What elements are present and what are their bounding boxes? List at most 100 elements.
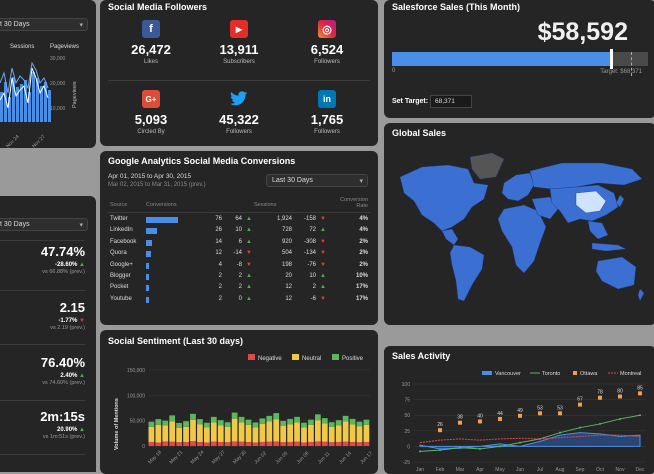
row-sessions: 504 [281, 250, 292, 257]
sentiment-bar-negative [210, 441, 217, 446]
map-greenland [469, 152, 505, 180]
sentiment-bar-neutral [148, 426, 155, 442]
sentiment-bar-negative [224, 442, 231, 446]
sentiment-bar-positive [315, 414, 321, 421]
sentiment-bar-positive [308, 419, 314, 425]
ga-dropdown-value: Last 30 Days [272, 177, 313, 184]
sales-activity-panel: Sales Activity Vancouver Toronto Ottawa … [384, 346, 654, 474]
kpi-value: 47.74% [40, 244, 85, 259]
row-sess-delta: -134 [303, 250, 316, 257]
y-tick: -25 [403, 460, 410, 466]
conversion-bar [146, 296, 149, 303]
x-tick: Oct [596, 467, 604, 473]
table-row[interactable]: Pocket 2 2 ▲ 12 2 ▲ 17% [108, 282, 370, 293]
montreal-line [419, 434, 641, 444]
table-row[interactable]: Blogger 2 2 ▲ 20 10 ▲ 10% [108, 271, 370, 282]
x-tick: May [495, 467, 505, 473]
stat-value: 5,093 [134, 112, 168, 127]
ytick-30000: 30,000 [50, 56, 66, 62]
sentiment-chart: Negative Neutral Positive Volume of Ment… [114, 354, 374, 465]
legend-montreal: Montreal [620, 371, 641, 377]
row-conv: 4 [218, 261, 222, 268]
row-conv: 12 [215, 250, 222, 257]
instagram-stat: ◎ 6,524 Followers [282, 20, 372, 65]
row-sess-delta: -158 [303, 216, 316, 222]
global-sales-panel: Global Sales [384, 123, 654, 325]
sentiment-bar-positive [301, 422, 307, 428]
stat-value: 45,322 [219, 112, 259, 127]
row-sessions: 20 [285, 272, 292, 279]
row-sessions: 198 [281, 261, 292, 268]
sentiment-bar-neutral [349, 424, 356, 442]
sentiment-bar-positive [217, 420, 224, 426]
row-sessions: 920 [281, 238, 292, 245]
social-sentiment-panel: Social Sentiment (Last 30 days) Negative… [100, 330, 378, 474]
sessions-bar [36, 78, 39, 122]
sentiment-bar-positive [176, 422, 182, 429]
up-arrow-icon: ▲ [246, 216, 252, 222]
ga-table-body: Twitter 76 64 ▲ 1,924 -158 ▼ 4% LinkedIn 26 10 ▲ 728… [108, 214, 370, 305]
kpi-change: 2.40% [60, 373, 78, 379]
sales-progress-marker [609, 49, 613, 69]
map-indonesia [591, 242, 627, 252]
kpi-period-dropdown[interactable]: t 30 Days [0, 218, 88, 231]
map-europe [501, 172, 535, 202]
toronto-point [559, 431, 561, 434]
sentiment-bar-positive [342, 415, 349, 422]
sales-progress-fill [392, 52, 611, 66]
kpi-dropdown-value: t 30 Days [0, 221, 30, 228]
sentiment-bar-neutral [238, 422, 245, 442]
up-arrow-icon: ▲ [246, 295, 252, 302]
xtick-nov24: Nov 24 [5, 134, 21, 148]
period-dropdown-value: t 30 Days [0, 21, 30, 28]
sentiment-bar-negative [197, 441, 203, 446]
xtick-nov27: Nov 27 [31, 134, 47, 148]
conversion-bar [146, 285, 149, 292]
sentiment-bar-negative [273, 441, 280, 446]
table-row[interactable]: Facebook 14 6 ▲ 920 -308 ▼ 2% [108, 237, 370, 248]
sessions-bar [40, 86, 43, 122]
kpi-bounce: 47.74% -28.60% ▲ vs 66.88% (prev.) [0, 244, 95, 275]
sentiment-bar-negative [252, 442, 259, 446]
table-row[interactable]: Twitter 76 64 ▲ 1,924 -158 ▼ 4% [108, 214, 370, 225]
sentiment-bar-neutral [217, 425, 224, 442]
sessions-bar [20, 84, 23, 122]
toronto-point [499, 445, 501, 448]
kpi-divider [0, 400, 85, 401]
legend-neutral-swatch [292, 354, 299, 360]
sentiment-bar-positive [190, 413, 196, 420]
legend-pageviews: Pageviews [50, 44, 79, 50]
table-row[interactable]: Youtube 2 0 ▲ 12 -6 ▼ 17% [108, 294, 370, 305]
kpi-change: -1.77% [58, 318, 78, 324]
row-conv-prev: -8 [236, 261, 242, 268]
conversion-bar [146, 251, 152, 258]
ottawa-label: 53 [557, 405, 563, 411]
period-dropdown[interactable]: t 30 Days [0, 18, 88, 31]
set-target-input[interactable]: 68,371 [430, 95, 472, 108]
map-australia [595, 256, 637, 290]
ottawa-point [538, 411, 542, 416]
x-tick: Jun 14 [338, 450, 353, 465]
up-arrow-icon: ▲ [79, 262, 85, 268]
ytick-20000: 20,000 [50, 81, 66, 87]
sentiment-bar-negative [335, 441, 342, 446]
sales-activity-chart: Vancouver Toronto Ottawa Montreal 100 75 5… [402, 371, 646, 473]
ottawa-label: 44 [497, 411, 503, 417]
row-source: LinkedIn [110, 227, 133, 234]
map-central-america [441, 228, 459, 246]
table-row[interactable]: Quora 12 -14 ▼ 504 -134 ▼ 2% [108, 248, 370, 259]
panel-title: Sales Activity [392, 351, 451, 361]
table-row[interactable]: Google+ 4 -8 ▼ 198 -76 ▼ 2% [108, 260, 370, 271]
stat-label: Circled By [137, 129, 165, 135]
conversion-bar [146, 239, 152, 246]
table-row[interactable]: LinkedIn 26 10 ▲ 728 72 ▲ 4% [108, 225, 370, 236]
ga-period-dropdown[interactable]: Last 30 Days [266, 174, 368, 187]
sentiment-bar-neutral [169, 421, 176, 442]
x-tick: Jun 05 [274, 450, 289, 465]
ottawa-point [518, 413, 522, 418]
kpi-divider [0, 344, 85, 345]
sentiment-bar-negative [183, 441, 189, 446]
target-marker [631, 52, 633, 76]
conversion-bar [146, 217, 178, 223]
ottawa-label: 38 [457, 415, 463, 421]
